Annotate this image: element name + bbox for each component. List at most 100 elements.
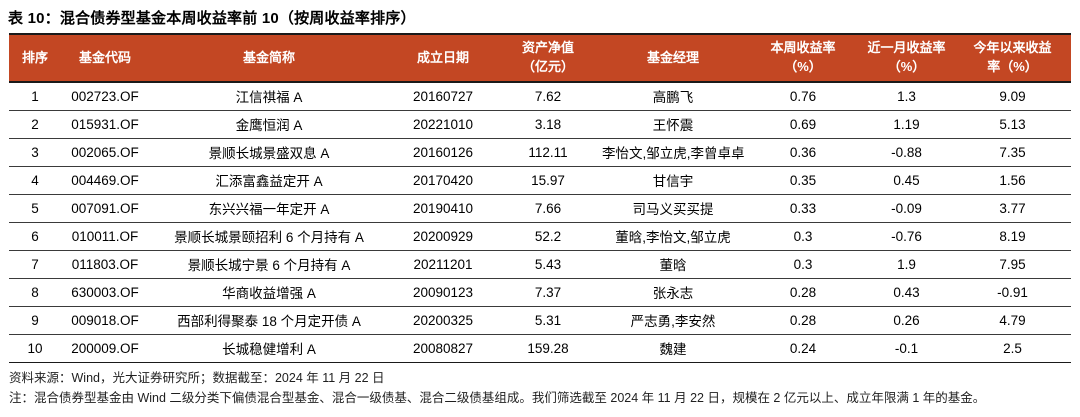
table-cell-col3: 20211201 [389,250,497,279]
table-cell-col7: 0.26 [859,306,954,335]
header-cell-5: 基金经理 [599,33,747,83]
table-row: 9 009018.OF 西部利得聚泰 18 个月定开债 A 20200325 5.31 严… [9,306,1071,335]
table-cell-col5: 甘信宇 [599,166,747,195]
table-cell-col2: 景顺长城景颐招利 6 个月持有 A [149,222,389,251]
table-cell-col4: 7.37 [497,278,599,307]
table-cell-col6: 0.28 [747,306,859,335]
table-row: 10 200009.OF 长城稳健增利 A 20080827 159.28 魏建 0.24-… [9,334,1071,363]
table-cell-col2: 景顺长城景盛双息 A [149,138,389,167]
table-cell-col4: 3.18 [497,110,599,139]
header-cell-4: 资产净值 （亿元） [497,33,599,83]
table-cell-col7: 1.9 [859,250,954,279]
table-cell-col8: 7.95 [954,250,1071,279]
header-cell-3: 成立日期 [389,33,497,83]
table-row: 4 004469.OF 汇添富鑫益定开 A 20170420 15.97 甘信宇 0.35 0… [9,166,1071,195]
table-cell-col7: -0.1 [859,334,954,363]
table-row: 1 002723.OF 江信祺福 A 20160727 7.62 高鹏飞 0.76 1.3 9.… [9,82,1071,111]
table-cell-col3: 20170420 [389,166,497,195]
table-cell-col8: 1.56 [954,166,1071,195]
table-cell-col8: 4.79 [954,306,1071,335]
table-cell-col0: 2 [9,110,61,139]
table-cell-col1: 630003.OF [61,278,149,307]
table-cell-col1: 200009.OF [61,334,149,363]
table-row: 5 007091.OF 东兴兴福一年定开 A 20190410 7.66 司马义买买提 0.… [9,194,1071,223]
table-cell-col3: 20160727 [389,82,497,111]
table-cell-col7: -0.76 [859,222,954,251]
table-cell-col2: 华商收益增强 A [149,278,389,307]
table-cell-col5: 高鹏飞 [599,82,747,111]
table-row: 2 015931.OF 金鹰恒润 A 20221010 3.18 王怀震 0.69 1.19 5… [9,110,1071,139]
table-cell-col7: -0.88 [859,138,954,167]
table-cell-col4: 5.43 [497,250,599,279]
table-cell-col0: 5 [9,194,61,223]
table-cell-col0: 10 [9,334,61,363]
table-cell-col2: 江信祺福 A [149,82,389,111]
table-cell-col2: 景顺长城宁景 6 个月持有 A [149,250,389,279]
table-cell-col5: 张永志 [599,278,747,307]
table-cell-col6: 0.36 [747,138,859,167]
fund-table: 排序 基金代码 基金简称 成立日期 资产净值 （亿元） 基金经理 本周收益率 （%） 近一月收… [9,33,1071,363]
table-cell-col1: 002723.OF [61,82,149,111]
table-cell-col1: 004469.OF [61,166,149,195]
table-cell-col0: 8 [9,278,61,307]
table-header: 排序 基金代码 基金简称 成立日期 资产净值 （亿元） 基金经理 本周收益率 （%） 近一月收… [9,33,1071,83]
table-cell-col2: 西部利得聚泰 18 个月定开债 A [149,306,389,335]
header-cell-2: 基金简称 [149,33,389,83]
table-cell-col4: 112.11 [497,138,599,167]
table-cell-col6: 0.3 [747,250,859,279]
page-title: 表 10：混合债券型基金本周收益率前 10（按周收益率排序） [8,10,416,27]
table-cell-col4: 5.31 [497,306,599,335]
table-cell-col2: 金鹰恒润 A [149,110,389,139]
table-cell-col4: 159.28 [497,334,599,363]
table-cell-col0: 1 [9,82,61,111]
table-footnotes: 资料来源：Wind，光大证券研究所；数据截至：2024 年 11 月 22 日 … [9,368,1070,408]
header-cell-1: 基金代码 [61,33,149,83]
table-cell-col8: 7.35 [954,138,1071,167]
table-cell-col6: 0.69 [747,110,859,139]
table-cell-col8: 8.19 [954,222,1071,251]
table-cell-col6: 0.3 [747,222,859,251]
table-cell-col7: 1.19 [859,110,954,139]
table-cell-col1: 002065.OF [61,138,149,167]
table-cell-col7: -0.09 [859,194,954,223]
table-cell-col1: 015931.OF [61,110,149,139]
table-cell-col3: 20160126 [389,138,497,167]
table-cell-col3: 20090123 [389,278,497,307]
table-cell-col4: 52.2 [497,222,599,251]
table-cell-col0: 9 [9,306,61,335]
header-row: 排序 基金代码 基金简称 成立日期 资产净值 （亿元） 基金经理 本周收益率 （%） 近一月收… [9,33,1071,83]
table-cell-col4: 15.97 [497,166,599,195]
header-cell-8: 今年以来收益 率（%） [954,33,1071,83]
table-cell-col5: 董晗 [599,250,747,279]
table-cell-col7: 0.45 [859,166,954,195]
table-cell-col5: 严志勇,李安然 [599,306,747,335]
table-cell-col6: 0.24 [747,334,859,363]
table-cell-col3: 20221010 [389,110,497,139]
header-cell-7: 近一月收益率 （%） [859,33,954,83]
table-cell-col2: 汇添富鑫益定开 A [149,166,389,195]
table-cell-col6: 0.33 [747,194,859,223]
table-cell-col1: 007091.OF [61,194,149,223]
table-cell-col1: 011803.OF [61,250,149,279]
table-row: 3 002065.OF 景顺长城景盛双息 A 20160126 112.11 李怡文,邹立… [9,138,1071,167]
table-cell-col5: 董晗,李怡文,邹立虎 [599,222,747,251]
table-cell-col1: 010011.OF [61,222,149,251]
header-cell-6: 本周收益率 （%） [747,33,859,83]
table-cell-col7: 0.43 [859,278,954,307]
table-cell-col2: 东兴兴福一年定开 A [149,194,389,223]
table-cell-col5: 王怀震 [599,110,747,139]
table-cell-col2: 长城稳健增利 A [149,334,389,363]
source-note: 资料来源：Wind，光大证券研究所；数据截至：2024 年 11 月 22 日 [9,370,385,385]
table-cell-col5: 司马义买买提 [599,194,747,223]
table-cell-col0: 7 [9,250,61,279]
table-cell-col8: 2.5 [954,334,1071,363]
table-cell-col3: 20190410 [389,194,497,223]
table-cell-col8: 3.77 [954,194,1071,223]
table-body: 1 002723.OF 江信祺福 A 20160727 7.62 高鹏飞 0.76 1.3 9.… [9,82,1071,363]
table-cell-col3: 20200929 [389,222,497,251]
table-cell-col6: 0.35 [747,166,859,195]
table-cell-col5: 魏建 [599,334,747,363]
table-cell-col1: 009018.OF [61,306,149,335]
table-cell-col6: 0.28 [747,278,859,307]
